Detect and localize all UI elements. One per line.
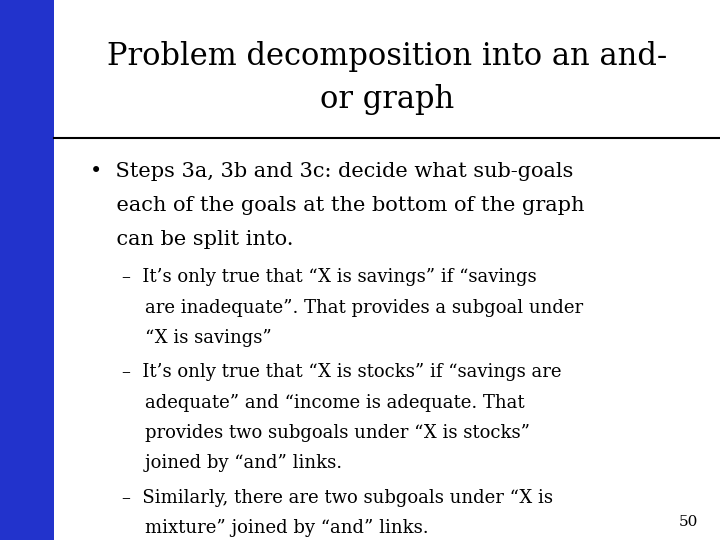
Text: provides two subgoals under “X is stocks”: provides two subgoals under “X is stocks… — [122, 424, 531, 442]
Text: can be split into.: can be split into. — [90, 230, 294, 249]
Text: joined by “and” links.: joined by “and” links. — [122, 454, 343, 472]
Text: each of the goals at the bottom of the graph: each of the goals at the bottom of the g… — [90, 196, 585, 215]
Text: “X is savings”: “X is savings” — [122, 329, 272, 347]
Text: mixture” joined by “and” links.: mixture” joined by “and” links. — [122, 519, 429, 537]
Text: –  It’s only true that “X is savings” if “savings: – It’s only true that “X is savings” if … — [122, 268, 537, 286]
Text: 50: 50 — [679, 515, 698, 529]
Text: adequate” and “income is adequate. That: adequate” and “income is adequate. That — [122, 394, 525, 411]
Text: or graph: or graph — [320, 84, 454, 116]
Text: –  Similarly, there are two subgoals under “X is: – Similarly, there are two subgoals unde… — [122, 489, 554, 507]
Text: –  It’s only true that “X is stocks” if “savings are: – It’s only true that “X is stocks” if “… — [122, 363, 562, 381]
Text: are inadequate”. That provides a subgoal under: are inadequate”. That provides a subgoal… — [122, 299, 583, 316]
Text: Problem decomposition into an and-: Problem decomposition into an and- — [107, 41, 667, 72]
Bar — [0, 0, 54, 540]
Text: •  Steps 3a, 3b and 3c: decide what sub-goals: • Steps 3a, 3b and 3c: decide what sub-g… — [90, 162, 573, 181]
